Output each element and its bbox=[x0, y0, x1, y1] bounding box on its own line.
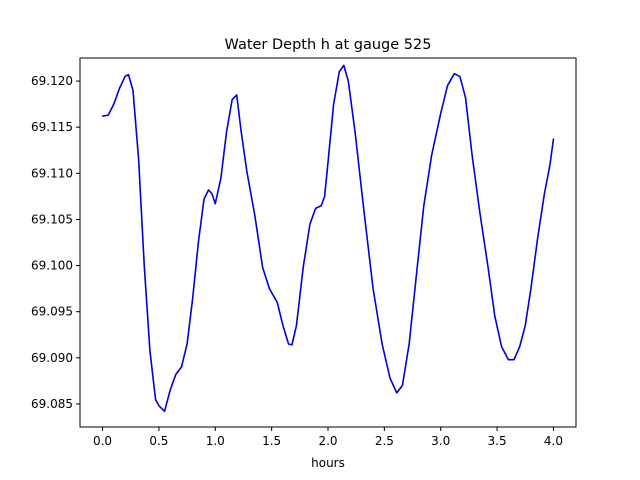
x-tick-label: 2.0 bbox=[318, 434, 337, 448]
x-tick-label: 1.0 bbox=[206, 434, 225, 448]
x-axis-label: hours bbox=[311, 456, 345, 470]
y-tick-label: 69.105 bbox=[31, 212, 73, 226]
y-tick-label: 69.090 bbox=[31, 351, 73, 365]
y-axis: 69.085 69.090 69.095 69.100 69.105 69.110 69.1… bbox=[31, 74, 80, 411]
x-axis: 0.0 0.5 1.0 1.5 2.0 2.5 3.0 3.5 4.0 bbox=[93, 427, 563, 448]
x-tick-label: 3.0 bbox=[431, 434, 450, 448]
x-tick-label: 1.5 bbox=[262, 434, 281, 448]
y-tick-label: 69.085 bbox=[31, 397, 73, 411]
x-tick-label: 0.5 bbox=[149, 434, 168, 448]
y-tick-label: 69.120 bbox=[31, 74, 73, 88]
x-tick-label: 3.5 bbox=[488, 434, 507, 448]
x-tick-label: 0.0 bbox=[93, 434, 112, 448]
x-tick-label: 2.5 bbox=[375, 434, 394, 448]
series-line-0 bbox=[101, 64, 555, 413]
y-tick-label: 69.100 bbox=[31, 259, 73, 273]
chart-title: Water Depth h at gauge 525 bbox=[225, 37, 432, 53]
y-tick-label: 69.115 bbox=[31, 120, 73, 134]
x-tick-label: 4.0 bbox=[544, 434, 563, 448]
y-tick-label: 69.095 bbox=[31, 305, 73, 319]
y-tick-label: 69.110 bbox=[31, 166, 73, 180]
